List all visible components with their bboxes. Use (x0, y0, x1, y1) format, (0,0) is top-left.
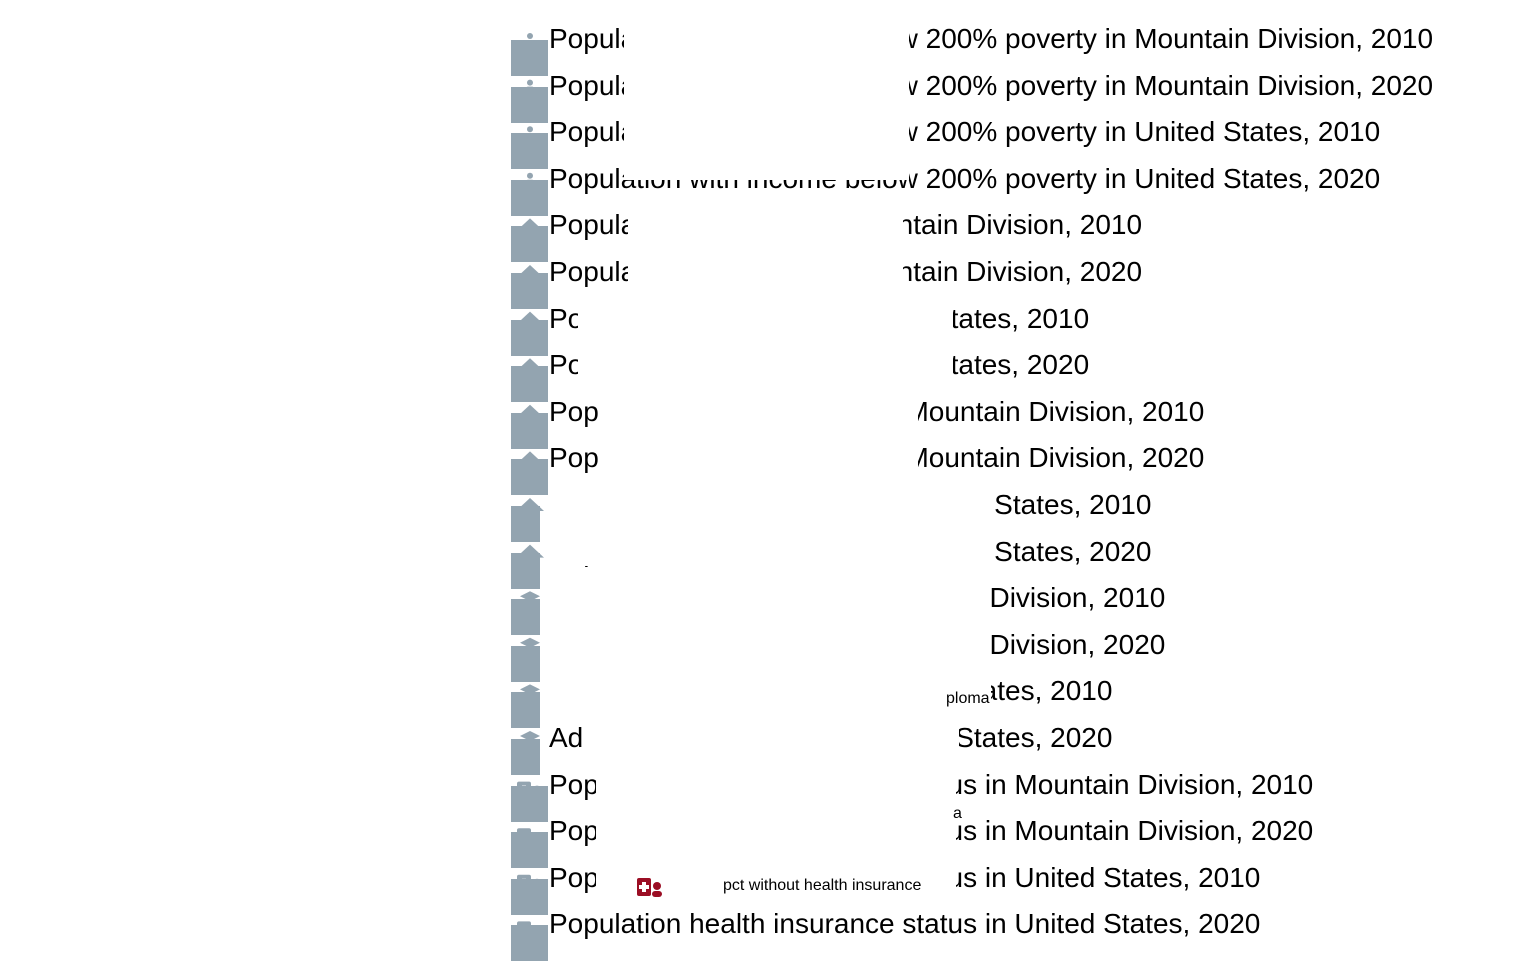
icon-tile (511, 925, 548, 961)
label-mask (584, 720, 959, 760)
icon-tile (511, 599, 540, 636)
legend-item-label: pct without health insurance (723, 877, 922, 894)
icon-tile (511, 785, 548, 822)
legend-icons (637, 878, 662, 897)
icon-tile (511, 739, 540, 775)
icon-tile (511, 133, 548, 170)
row-label: Population health insurance status in Un… (549, 908, 1261, 940)
label-mask (628, 200, 903, 300)
icon-tile (511, 832, 548, 869)
icon-tile (511, 552, 540, 589)
icon-tile (511, 692, 540, 729)
label-mask (624, 20, 909, 180)
label-mask (596, 765, 956, 890)
label-mask (549, 486, 989, 566)
icon-tile (511, 366, 548, 403)
icon-tile (511, 40, 548, 76)
icon-tile (511, 412, 548, 449)
icon-tile (511, 506, 540, 542)
legend-item-label: a (953, 805, 962, 822)
legend-health-card-icon (637, 878, 662, 897)
label-mask (598, 390, 918, 490)
icon-tile (511, 878, 548, 915)
label-mask (578, 294, 953, 394)
icon-tile (511, 645, 540, 682)
legend-item-label: ploma (946, 690, 990, 707)
icon-tile (511, 273, 548, 309)
icon-tile (511, 179, 548, 216)
icon-tile (511, 459, 548, 496)
icon-tile (511, 319, 548, 356)
icon-tile (511, 226, 548, 263)
label-mask (549, 578, 991, 713)
icon-tile (511, 86, 548, 123)
